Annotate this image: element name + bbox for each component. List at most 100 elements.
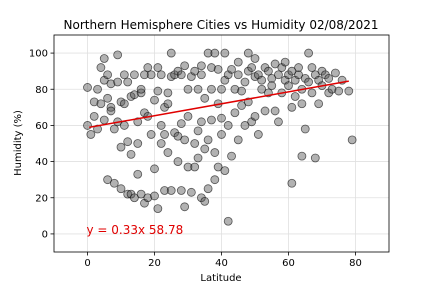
- scatter-point: [207, 115, 216, 125]
- scatter-point: [280, 75, 290, 85]
- scatter-point: [89, 97, 99, 107]
- scatter-point: [133, 169, 143, 179]
- scatter-point: [103, 70, 112, 80]
- scatter-point: [166, 186, 176, 195]
- scatter-point: [247, 117, 257, 127]
- scatter-point: [200, 196, 210, 206]
- scatter-point: [96, 63, 106, 72]
- scatter-point: [227, 151, 236, 161]
- scatter-point: [156, 139, 166, 148]
- scatter-point: [180, 135, 190, 145]
- scatter-point: [193, 153, 203, 163]
- scatter-point: [160, 130, 169, 139]
- scatter-point: [163, 148, 173, 157]
- scatter-point: [297, 151, 307, 161]
- scatter-point: [287, 102, 297, 112]
- scatter-point: [190, 139, 200, 148]
- scatter-point: [113, 50, 123, 60]
- x-tick-label: 20: [148, 258, 161, 269]
- scatter-point: [156, 121, 166, 130]
- scatter-point: [173, 157, 183, 166]
- scatter-point: [267, 81, 277, 91]
- scatter-point: [260, 106, 270, 116]
- scatter-point: [307, 63, 317, 72]
- scatter-point: [200, 93, 210, 103]
- scatter-point: [217, 113, 226, 123]
- scatter-point: [183, 162, 193, 172]
- scatter-point: [287, 66, 297, 76]
- scatter-point: [227, 64, 236, 74]
- scatter-point: [324, 74, 334, 83]
- scatter-point: [240, 121, 250, 130]
- scatter-point: [344, 86, 354, 96]
- scatter-point: [297, 99, 307, 109]
- scatter-point: [314, 75, 324, 85]
- scatter-point: [203, 48, 213, 58]
- scatter-point: [106, 79, 116, 89]
- scatter-point: [257, 84, 267, 94]
- scatter-point: [116, 142, 126, 152]
- scatter-point: [153, 204, 163, 214]
- scatter-point: [196, 117, 206, 127]
- scatter-point: [334, 86, 344, 96]
- chart-title: Northern Hemisphere Cities vs Humidity 0…: [64, 18, 379, 32]
- scatter-point: [133, 117, 143, 127]
- x-tick-label: 0: [84, 258, 90, 269]
- scatter-point: [129, 70, 139, 80]
- scatter-point: [253, 70, 263, 80]
- scatter-point: [163, 88, 173, 98]
- y-axis-label: Humidity (%): [13, 110, 24, 176]
- scatter-point: [103, 93, 112, 103]
- scatter-point: [300, 124, 310, 134]
- scatter-point: [186, 187, 196, 197]
- scatter-point: [176, 186, 186, 195]
- scatter-point: [274, 117, 283, 127]
- y-tick-label: 0: [42, 229, 48, 240]
- scatter-point: [203, 135, 213, 145]
- scatter-point: [304, 48, 314, 58]
- scatter-point: [99, 115, 109, 125]
- scatter-point: [210, 148, 220, 157]
- scatter-point: [150, 164, 159, 174]
- scatter-point: [233, 135, 243, 145]
- scatter-point: [253, 130, 263, 139]
- scatter-point: [150, 95, 159, 105]
- scatter-point: [180, 202, 190, 212]
- scatter-point: [347, 135, 357, 145]
- scatter-point: [213, 64, 223, 74]
- scatter-point: [210, 175, 220, 185]
- scatter-point: [133, 139, 143, 148]
- scatter-point: [203, 184, 213, 194]
- scatter-point: [210, 48, 220, 58]
- x-tick-label: 80: [349, 258, 362, 269]
- scatter-point: [294, 63, 303, 72]
- x-tick-label: 40: [215, 258, 228, 269]
- scatter-point: [129, 193, 139, 203]
- scatter-point: [257, 75, 267, 85]
- scatter-point: [153, 63, 163, 72]
- plot-frame: [53, 34, 390, 253]
- scatter-point: [263, 66, 273, 76]
- scatter-point: [270, 59, 280, 69]
- scatter-point: [103, 175, 112, 185]
- scatter-point: [250, 111, 260, 121]
- scatter-point: [136, 189, 146, 199]
- scatter-point: [113, 77, 123, 87]
- scatter-point: [270, 106, 280, 116]
- scatter-point: [173, 131, 183, 141]
- scatter-point: [193, 84, 203, 94]
- scatter-point: [287, 178, 297, 188]
- scatter-point: [143, 63, 153, 72]
- scatter-point: [83, 121, 92, 130]
- regression-line: [89, 80, 349, 129]
- scatter-point: [304, 77, 314, 87]
- scatter-point: [237, 86, 247, 96]
- scatter-point: [280, 57, 290, 67]
- scatter-point: [223, 216, 233, 226]
- scatter-point: [143, 193, 153, 203]
- scatter-point: [217, 84, 226, 94]
- scatter-point: [190, 162, 200, 172]
- scatter-point: [109, 124, 119, 134]
- scatter-point: [119, 121, 129, 130]
